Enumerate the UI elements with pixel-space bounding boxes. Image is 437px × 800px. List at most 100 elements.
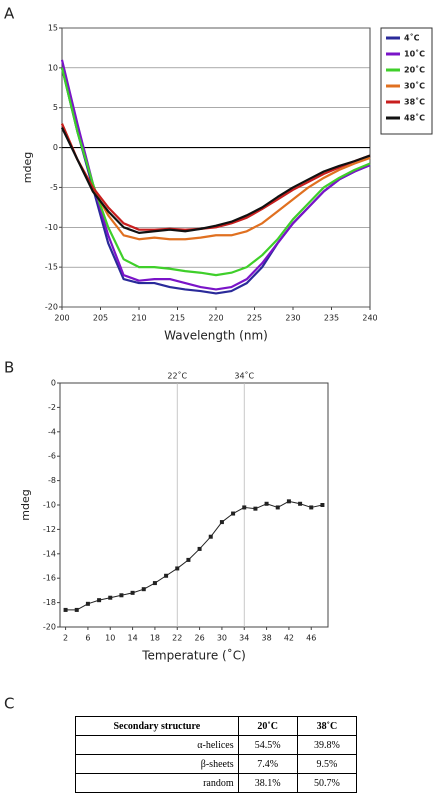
legend-label: 48˚C bbox=[404, 113, 425, 123]
marker bbox=[97, 598, 102, 603]
marker bbox=[108, 595, 113, 600]
x-tick-label: 42 bbox=[284, 634, 294, 643]
y-tick-label: -5 bbox=[50, 183, 58, 192]
y-tick-label: 15 bbox=[48, 24, 58, 33]
legend-label: 20˚C bbox=[404, 65, 425, 75]
panel-label: A bbox=[4, 5, 15, 23]
marker bbox=[309, 505, 314, 510]
cell: 54.5% bbox=[237, 735, 298, 755]
x-tick-label: 220 bbox=[208, 314, 223, 323]
row: β-sheets 7.4% 9.5% bbox=[75, 754, 358, 774]
cell: 39.8% bbox=[296, 735, 358, 755]
header-cell: 20˚C bbox=[237, 716, 298, 736]
marker bbox=[264, 501, 269, 506]
cell: 38.1% bbox=[237, 773, 298, 793]
y-tick-label: 0 bbox=[51, 379, 56, 388]
x-tick-label: 30 bbox=[217, 634, 227, 643]
panel-label: B bbox=[4, 359, 14, 377]
series-line bbox=[60, 67, 371, 277]
marker bbox=[186, 557, 191, 562]
y-tick-label: -10 bbox=[45, 223, 58, 232]
y-axis-label: mdeg bbox=[21, 152, 34, 183]
x-tick-label: 200 bbox=[54, 314, 69, 323]
marker bbox=[141, 587, 146, 592]
panel-label: C bbox=[4, 695, 14, 713]
marker bbox=[242, 505, 247, 510]
y-tick-label: 10 bbox=[48, 63, 58, 72]
y-tick-label: -4 bbox=[48, 427, 56, 436]
y-tick-label: -18 bbox=[43, 598, 56, 607]
y-tick-label: -8 bbox=[48, 476, 56, 485]
x-tick-label: 210 bbox=[131, 314, 146, 323]
marker bbox=[231, 511, 236, 516]
y-tick-label: -2 bbox=[48, 403, 56, 412]
x-tick-label: 22 bbox=[172, 634, 182, 643]
y-tick-label: -14 bbox=[43, 549, 56, 558]
x-tick-label: 26 bbox=[194, 634, 204, 643]
cell: random bbox=[75, 773, 239, 793]
x-tick-label: 46 bbox=[306, 634, 316, 643]
series-line bbox=[60, 59, 371, 291]
series-line bbox=[60, 123, 371, 231]
marker bbox=[298, 501, 303, 506]
marker bbox=[63, 607, 68, 612]
annotation-label: 22˚C bbox=[167, 371, 187, 381]
y-axis-label: mdeg bbox=[19, 489, 32, 520]
x-tick-label: 38 bbox=[261, 634, 271, 643]
cell: β-sheets bbox=[75, 754, 239, 774]
series-line bbox=[60, 123, 371, 241]
y-tick-label: 5 bbox=[53, 103, 58, 112]
marker bbox=[197, 546, 202, 551]
cell: 50.7% bbox=[296, 773, 358, 793]
y-tick-label: -12 bbox=[43, 525, 56, 534]
y-tick-label: -20 bbox=[43, 623, 56, 632]
marker bbox=[253, 506, 258, 511]
x-tick-label: 240 bbox=[362, 314, 377, 323]
x-tick-label: 10 bbox=[105, 634, 115, 643]
x-tick-label: 230 bbox=[285, 314, 300, 323]
y-tick-label: -10 bbox=[43, 501, 56, 510]
x-tick-label: 2 bbox=[63, 634, 68, 643]
header-cell: Secondary structure bbox=[75, 716, 239, 736]
legend-label: 4˚C bbox=[404, 33, 420, 43]
x-tick-label: 14 bbox=[127, 634, 137, 643]
marker bbox=[130, 590, 135, 595]
marker bbox=[275, 505, 280, 510]
header-cell: 38˚C bbox=[296, 716, 358, 736]
y-tick-label: -16 bbox=[43, 574, 56, 583]
structure-table: Secondary structure 20˚C 38˚C α-helices 5… bbox=[75, 716, 358, 793]
x-tick-label: 225 bbox=[247, 314, 262, 323]
header-row: Secondary structure 20˚C 38˚C bbox=[75, 716, 358, 736]
x-tick-label: 215 bbox=[170, 314, 185, 323]
row: random 38.1% 50.7% bbox=[75, 773, 358, 793]
x-tick-label: 205 bbox=[93, 314, 108, 323]
y-tick-label: -15 bbox=[45, 263, 58, 272]
marker bbox=[320, 503, 325, 507]
row: α-helices 54.5% 39.8% bbox=[75, 735, 358, 755]
y-tick-label: -20 bbox=[45, 303, 58, 312]
cell: α-helices bbox=[75, 735, 239, 755]
legend-label: 10˚C bbox=[404, 49, 425, 59]
marker bbox=[164, 573, 169, 578]
y-tick-label: 0 bbox=[53, 143, 58, 152]
marker bbox=[119, 593, 124, 598]
cell: 9.5% bbox=[296, 754, 358, 774]
marker bbox=[74, 607, 79, 612]
marker bbox=[152, 581, 157, 586]
x-axis-label: Temperature (˚C) bbox=[141, 648, 246, 663]
cell: 7.4% bbox=[237, 754, 298, 774]
marker bbox=[175, 566, 180, 571]
x-tick-label: 18 bbox=[150, 634, 160, 643]
x-tick-label: 6 bbox=[85, 634, 90, 643]
x-axis-label: Wavelength (nm) bbox=[164, 329, 268, 343]
marker bbox=[208, 534, 213, 539]
x-tick-label: 235 bbox=[324, 314, 339, 323]
plot-area bbox=[59, 382, 329, 628]
plot-area bbox=[61, 27, 371, 308]
legend-box bbox=[380, 27, 433, 135]
annotation-label: 34˚C bbox=[234, 371, 254, 381]
marker bbox=[219, 520, 224, 525]
y-tick-label: -6 bbox=[48, 452, 56, 461]
legend-label: 30˚C bbox=[404, 81, 425, 91]
